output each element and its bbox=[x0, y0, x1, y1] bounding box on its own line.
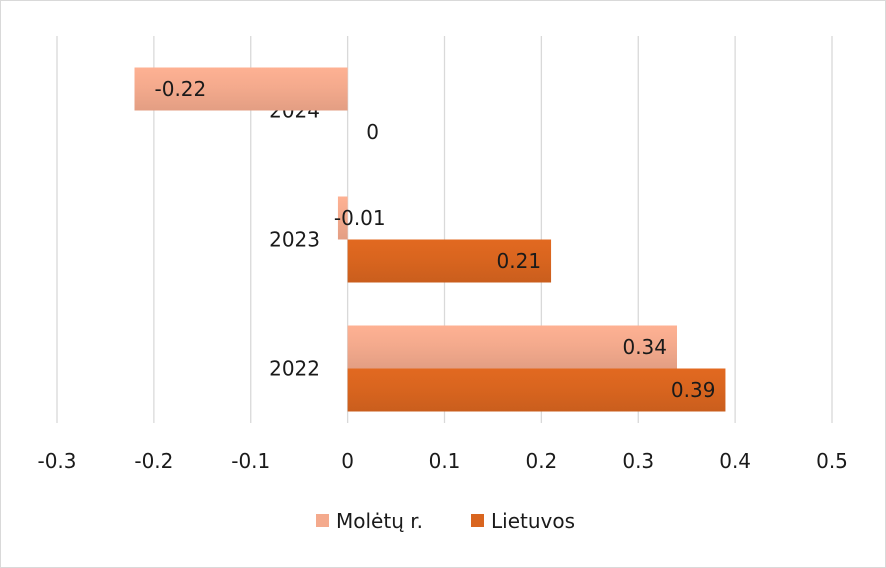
legend-label: Molėtų r. bbox=[336, 509, 423, 533]
x-tick-label: -0.3 bbox=[37, 449, 76, 473]
x-tick-label: 0.4 bbox=[719, 449, 751, 473]
x-tick-label: 0.3 bbox=[622, 449, 654, 473]
data-label: 0.39 bbox=[671, 378, 716, 402]
x-tick-label: 0.2 bbox=[525, 449, 557, 473]
category-label-2022: 2022 bbox=[269, 357, 320, 381]
data-label: 0.34 bbox=[622, 335, 667, 359]
bar-Molėtų r.-2022 bbox=[347, 325, 677, 369]
legend-swatch-Lietuvos bbox=[471, 514, 484, 527]
x-tick-label: -0.1 bbox=[231, 449, 270, 473]
bar-Lietuvos-2022 bbox=[347, 368, 726, 412]
data-label: -0.22 bbox=[155, 77, 207, 101]
x-tick-label: -0.2 bbox=[134, 449, 173, 473]
bar-Molėtų r.-2024 bbox=[134, 67, 348, 111]
data-label: -0.01 bbox=[334, 206, 386, 230]
x-tick-label: 0.1 bbox=[429, 449, 461, 473]
x-tick-label: 0 bbox=[341, 449, 354, 473]
legend-label: Lietuvos bbox=[491, 509, 575, 533]
legend-swatch-Molėtų r. bbox=[316, 514, 329, 527]
data-label: 0.21 bbox=[497, 249, 542, 273]
x-tick-label: 0.5 bbox=[816, 449, 848, 473]
bar-Lietuvos-2023 bbox=[347, 239, 552, 283]
category-label-2023: 2023 bbox=[269, 228, 320, 252]
bar-Molėtų r.-2023 bbox=[337, 196, 348, 240]
data-label: 0 bbox=[366, 120, 379, 144]
